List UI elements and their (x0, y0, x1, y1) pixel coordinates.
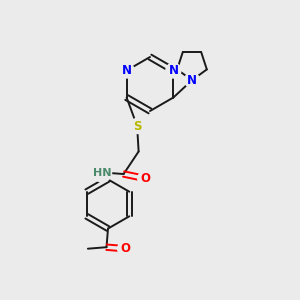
Text: S: S (133, 119, 141, 133)
Text: O: O (140, 172, 150, 185)
Circle shape (118, 241, 133, 256)
Text: N: N (122, 64, 132, 77)
Text: N: N (187, 74, 197, 87)
Circle shape (92, 163, 112, 182)
Text: O: O (120, 242, 130, 255)
Text: HN: HN (93, 167, 111, 178)
Circle shape (138, 171, 153, 186)
Circle shape (119, 63, 134, 78)
Text: N: N (168, 64, 178, 77)
Circle shape (130, 118, 145, 134)
Circle shape (166, 63, 181, 78)
Circle shape (184, 73, 200, 88)
